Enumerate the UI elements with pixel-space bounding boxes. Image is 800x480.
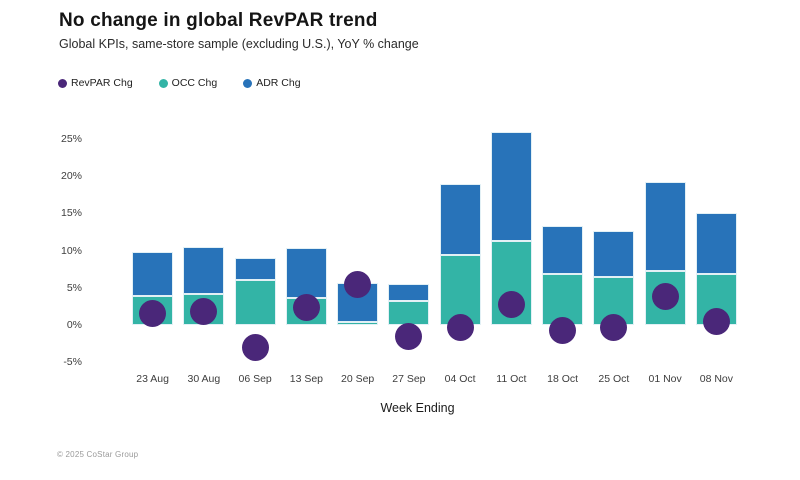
revpar-chg-dot: [241, 333, 269, 361]
revpar-chg-dot: [702, 307, 730, 335]
bar-segment-adr-chg: [183, 246, 225, 295]
revpar-chg-dot: [497, 291, 525, 319]
y-tick-label: 25%: [60, 133, 82, 145]
chart-subtitle: Global KPIs, same-store sample (excludin…: [59, 37, 419, 51]
revpar-chg-dot: [600, 314, 628, 342]
revpar-chg-dot: [549, 316, 577, 344]
bar-segment-adr-chg: [132, 252, 174, 296]
legend-label: OCC Chg: [171, 77, 218, 89]
revpar-chg-dot: [446, 314, 474, 342]
legend-dot-icon: [243, 78, 253, 88]
legend-dot-icon: [58, 78, 67, 88]
legend-item-occ-chg: OCC Chg: [158, 77, 218, 89]
x-tick-label: 11 Oct: [496, 373, 527, 385]
legend-label: ADR Chg: [256, 77, 301, 89]
revpar-chg-dot: [344, 270, 372, 298]
plot-area: [127, 124, 742, 370]
legend-item-revpar-chg: RevPAR Chg: [58, 77, 133, 89]
bar-segment-adr-chg: [644, 182, 686, 271]
revpar-chg-dot: [395, 322, 423, 350]
x-tick-label: 30 Aug: [187, 373, 221, 385]
bar-segment-occ-chg: [337, 322, 379, 325]
bar-segment-adr-chg: [439, 184, 481, 256]
x-tick-label: 01 Nov: [648, 373, 682, 385]
bar-segment-occ-chg: [439, 255, 481, 325]
x-tick-label: 18 Oct: [547, 373, 579, 385]
x-tick-label: 04 Oct: [444, 373, 476, 385]
y-axis: 25% 20% 15% 10% 5% 0% -5%: [0, 0, 100, 480]
y-tick-label: 10%: [60, 244, 82, 257]
revpar-chg-dot: [190, 298, 218, 326]
x-tick-label: 13 Sep: [289, 373, 324, 385]
revpar-chg-dot: [139, 300, 167, 328]
bar-segment-adr-chg: [388, 284, 430, 302]
x-tick-label: 20 Sep: [340, 373, 375, 385]
bar-segment-adr-chg: [542, 226, 584, 274]
bar-segment-adr-chg: [490, 132, 532, 241]
y-tick-label: 20%: [60, 170, 82, 183]
bar-segment-adr-chg: [234, 258, 276, 281]
legend-label: RevPAR Chg: [71, 77, 133, 89]
y-tick-label: 15%: [60, 207, 82, 220]
bar-segment-occ-chg: [234, 280, 276, 325]
x-tick-label: 23 Aug: [136, 373, 169, 385]
legend-item-adr-chg: ADR Chg: [243, 77, 301, 89]
chart-title: No change in global RevPAR trend: [59, 10, 378, 31]
x-tick-label: 08 Nov: [699, 373, 734, 385]
revpar-chg-dot: [651, 283, 679, 311]
bar-segment-adr-chg: [285, 248, 327, 299]
y-tick-label: 0%: [66, 319, 82, 331]
copyright-text: © 2025 CoStar Group: [57, 450, 139, 459]
x-tick-label: 27 Sep: [392, 373, 426, 385]
bar-segment-occ-chg: [542, 273, 584, 325]
x-axis-title: Week Ending: [380, 401, 455, 415]
x-axis: 23 Aug 30 Aug 06 Sep 13 Sep 20 Sep 27 Sep 04 O…: [127, 372, 742, 386]
bar-segment-occ-chg: [388, 301, 430, 325]
bar-segment-adr-chg: [695, 213, 737, 274]
bar-segment-occ-chg: [490, 240, 532, 325]
y-tick-label: 5%: [66, 281, 82, 294]
revpar-chg-dot: [292, 294, 320, 322]
legend-dot-icon: [158, 78, 168, 88]
legend: RevPAR Chg OCC Chg ADR Chg: [58, 77, 301, 89]
y-tick-label: -5%: [63, 356, 82, 369]
bar-segment-adr-chg: [593, 230, 635, 278]
x-tick-label: 06 Sep: [238, 373, 272, 385]
x-tick-label: 25 Oct: [598, 373, 630, 385]
